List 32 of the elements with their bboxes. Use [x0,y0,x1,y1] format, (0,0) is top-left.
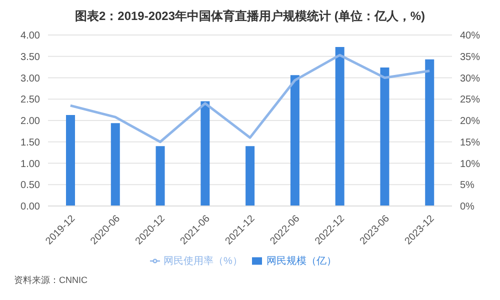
bar [110,123,120,206]
y2-tick-label: 10% [460,158,480,170]
y2-tick-label: 35% [460,52,480,63]
legend-label: 网民使用率（%） [164,256,242,267]
y-tick-label: 0.50 [20,180,40,192]
y-tick-label: 3.00 [20,73,40,84]
bar [66,114,75,206]
y-tick-label: 2.00 [20,116,40,128]
line-series [69,54,431,144]
chart-title: 图表2：2019-2023年中国体育直播用户规模统计 (单位：亿人，%) [74,8,426,25]
y2-tick-label: 20% [460,116,480,128]
bar [380,67,390,206]
y2-tick-label: 40% [460,30,480,42]
y2-tick-label: 15% [460,137,480,148]
y-tick-label: 3.50 [20,52,40,63]
text: 资料来源：CNNIC [14,274,88,287]
y2-tick-label: 30% [460,73,480,84]
bar [425,59,434,206]
y2-tick-label: 0% [460,202,475,213]
bar [290,75,300,206]
y2-tick-label: 25% [460,94,480,106]
y2-tick-label: 5% [460,180,475,192]
y-tick-label: 0.00 [20,202,40,213]
legend-label: 网民规模（亿） [266,256,336,267]
bar [246,146,255,206]
y-tick-label: 1.00 [20,158,40,170]
bar [335,46,344,206]
bar [156,146,165,206]
bar [200,101,210,206]
y-tick-label: 2.50 [20,94,40,106]
y-tick-label: 1.50 [20,137,40,148]
y-tick-label: 4.00 [20,30,40,42]
